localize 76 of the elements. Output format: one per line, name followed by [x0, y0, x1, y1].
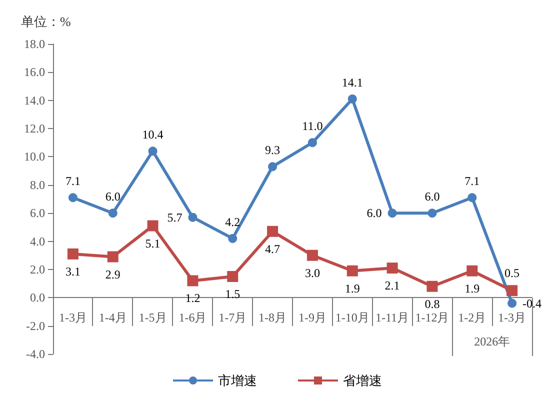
point: [348, 94, 357, 104]
point: [426, 280, 438, 292]
data-label: -0.4: [522, 296, 542, 310]
point: [267, 226, 278, 237]
point: [506, 285, 518, 296]
data-label: 6.0: [366, 206, 382, 220]
data-label: 10.4: [142, 128, 164, 142]
annotation: 2026年: [474, 334, 510, 349]
point: [148, 146, 158, 156]
point: [67, 248, 78, 260]
data-label: 7.1: [65, 174, 80, 188]
y-tick-label: 10.0: [24, 150, 45, 164]
point: [468, 193, 477, 202]
x-tick-label: 1-11月: [376, 310, 410, 325]
point: [386, 262, 398, 274]
data-label: 5.1: [145, 236, 160, 250]
x-tick-label: 1-4月: [98, 310, 127, 325]
data-label: 0.8: [424, 296, 440, 311]
x-tick-label: 1-12月: [415, 310, 450, 325]
x-tick-label: 1-10月: [335, 310, 370, 325]
data-label: 3.1: [65, 264, 80, 278]
point: [346, 265, 358, 276]
y-tick-label: 12.0: [24, 122, 45, 136]
point: [147, 220, 158, 232]
point: [68, 193, 78, 202]
point: [306, 250, 318, 261]
y-tick-label: 0.0: [30, 290, 45, 305]
y-axis-title: 单位：%: [21, 14, 71, 29]
point: [428, 208, 437, 218]
data-label: 1.9: [464, 281, 480, 296]
data-label: 3.0: [304, 266, 320, 280]
point: [466, 265, 478, 276]
data-label: 2.9: [105, 267, 120, 282]
y-tick-label: -2.0: [26, 318, 45, 333]
data-label: 4.2: [225, 214, 240, 229]
data-label: 6.0: [105, 190, 120, 204]
data-label: 1.5: [225, 287, 240, 301]
x-tick-label: 1-7月: [218, 310, 247, 325]
data-label: 2.1: [384, 278, 400, 293]
data-label: 7.1: [464, 174, 480, 188]
data-label: 5.7: [167, 210, 182, 224]
y-tick-label: 16.0: [24, 65, 45, 80]
x-tick-label: 1-5月: [138, 310, 167, 325]
y-tick-label: 14.0: [24, 93, 45, 108]
y-tick-label: 18.0: [24, 37, 45, 51]
x-tick-label: 1-6月: [178, 310, 207, 325]
data-label: 11.0: [302, 119, 323, 134]
legend-label: 市增速: [218, 373, 257, 388]
data-label: 4.7: [265, 242, 280, 256]
y-tick-label: 2.0: [30, 262, 45, 276]
point: [508, 298, 517, 308]
legend-label: 省增速: [343, 373, 382, 388]
x-tick-label: 1-9月: [298, 310, 326, 325]
data-label: 9.3: [265, 143, 280, 158]
point: [388, 208, 397, 218]
y-tick-label: -4.0: [26, 347, 45, 361]
data-label: 1.2: [185, 291, 200, 306]
y-tick-label: 6.0: [30, 206, 45, 220]
point: [108, 208, 118, 218]
data-label: 1.9: [344, 281, 360, 296]
data-label: 6.0: [424, 190, 440, 204]
point: [227, 271, 238, 282]
y-tick-label: 8.0: [30, 178, 45, 192]
point: [107, 251, 118, 262]
x-tick-label: 1-2月: [458, 310, 486, 325]
y-tick-label: 4.0: [30, 234, 45, 248]
x-tick-label: 1-3月: [498, 310, 526, 325]
x-tick-label: 1-3月: [58, 310, 87, 325]
point: [187, 275, 198, 286]
data-label: 14.1: [342, 75, 363, 90]
point: [228, 234, 238, 243]
data-label: 0.5: [504, 266, 520, 280]
x-tick-label: 1-8月: [258, 310, 287, 325]
point: [308, 138, 317, 148]
point: [268, 162, 278, 172]
point: [188, 212, 198, 222]
